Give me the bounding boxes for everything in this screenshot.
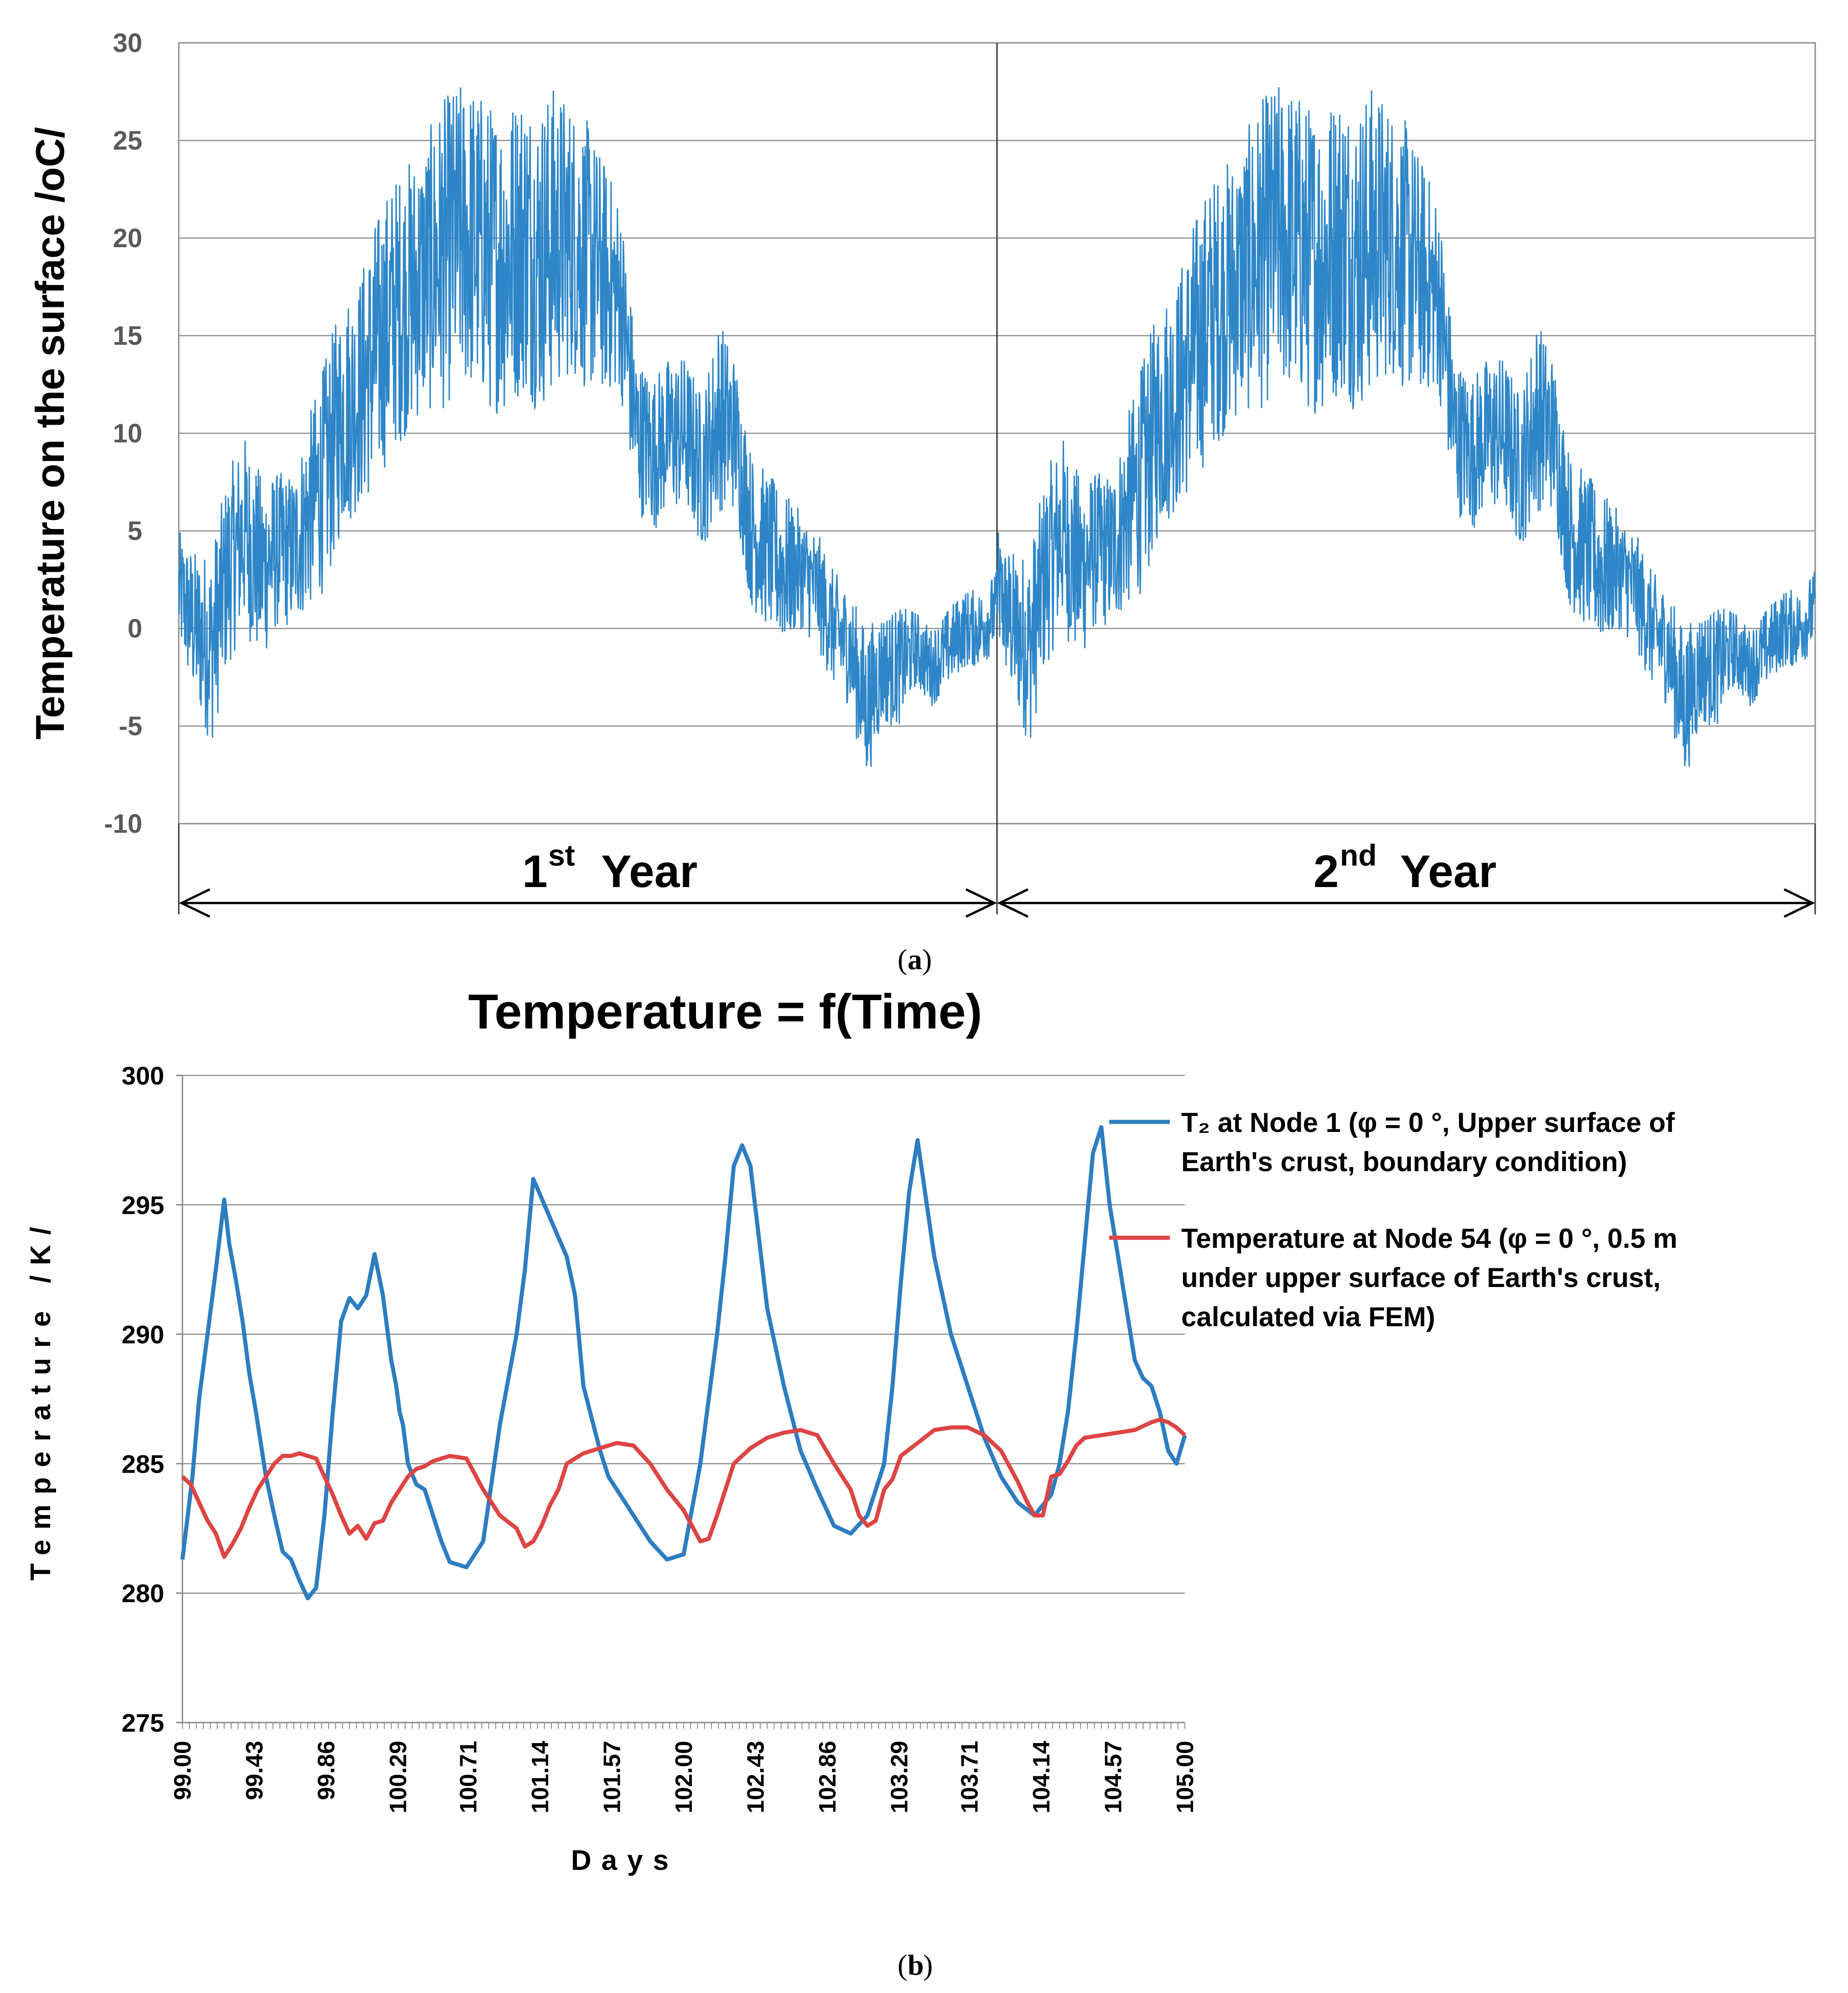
panel-b-series-node-54	[181, 1417, 1187, 1559]
panel-b-x-ticks: 99.00 99.43 99.86 100.29 100.71 101.14 101.57 1…	[170, 1741, 1199, 1813]
panel-b-x-tick-label: 102.43	[743, 1741, 769, 1813]
panel-b-minor-ticks	[182, 1723, 1185, 1729]
panel-b-x-tick-label: 99.86	[313, 1741, 340, 1800]
caption-b-letter: b	[908, 1949, 924, 1981]
year-1-superscript: st	[548, 838, 575, 872]
panel-b-y-axis-label: Temperature /K/	[25, 1217, 57, 1580]
panel-b-title: Temperature = f(Time)	[468, 984, 982, 1039]
panel-b-x-tick-label: 101.57	[599, 1741, 626, 1813]
panel-b-x-tick-label: 99.43	[242, 1741, 268, 1800]
panel-b-x-tick-label: 103.29	[887, 1741, 913, 1813]
panel-b-x-tick-label: 100.71	[455, 1741, 482, 1813]
panel-a-y-tick-label: 5	[128, 516, 142, 546]
svg-text:(: (	[898, 1949, 907, 1981]
panel-b-x-tick-label: 101.14	[527, 1741, 554, 1813]
panel-a-y-tick-label: -10	[104, 809, 142, 839]
year-2-word: Year	[1400, 846, 1496, 897]
panel-b-x-tick-label: 102.00	[671, 1741, 697, 1813]
panel-b-gridlines	[182, 1074, 1185, 1594]
year-2-superscript: nd	[1340, 838, 1377, 872]
panel-b-x-tick-label: 102.86	[815, 1741, 841, 1813]
panel-b-series-node-1	[180, 1125, 1187, 1601]
year-2-arrow	[997, 888, 1815, 918]
year-1-word: Year	[601, 846, 697, 897]
panel-a-y-tick-label: 25	[113, 126, 142, 156]
panel-b-x-axis-label: Days	[571, 1845, 679, 1876]
panel-a-series-surface-temperature	[178, 87, 1816, 767]
panel-b-x-tick-label: 99.00	[170, 1741, 196, 1800]
year-1-label: 1 st Year	[522, 838, 697, 897]
panel-a-y-tick-label: 15	[113, 321, 142, 351]
caption-a-letter: a	[908, 943, 922, 976]
panel-a-y-tick-label: 10	[113, 419, 142, 448]
svg-text:(: (	[898, 943, 907, 976]
panel-b-y-tick-label: 285	[122, 1449, 164, 1478]
panel-b-x-tick-label: 105.00	[1172, 1741, 1199, 1813]
panel-b-x-tick-label: 103.71	[956, 1741, 983, 1813]
year-2-ordinal: 2	[1313, 846, 1339, 897]
panel-a-y-tick-label: 30	[113, 28, 142, 58]
panel-b-y-tick-label: 300	[122, 1061, 164, 1090]
year-1-ordinal: 1	[522, 846, 548, 897]
panel-a-y-tick-label: -5	[119, 711, 142, 741]
panel-b-y-ticks: 275 280 285 290 295 300	[122, 1061, 182, 1737]
panel-a-chart: -10 -5 0 5 10 15 20 25 30 Temperature on the sur…	[27, 28, 1816, 918]
legend-label-node-54: Temperature at Node 54 (φ = 0 °, 0.5 m u…	[1181, 1223, 1685, 1332]
panel-b-x-tick-label: 104.14	[1028, 1741, 1055, 1813]
panel-b-y-tick-label: 295	[122, 1191, 164, 1220]
svg-text:): )	[922, 943, 932, 976]
legend-label-node-1: T₂ at Node 1 (φ = 0 °, Upper surface of …	[1181, 1107, 1682, 1177]
year-1-arrow	[179, 888, 997, 918]
year-2-label: 2 nd Year	[1313, 838, 1496, 897]
panel-a-y-tick-label: 20	[113, 223, 142, 253]
panel-a-y-axis-label: Temperature on the surface /oC/	[27, 127, 73, 739]
svg-text:): )	[923, 1949, 933, 1981]
panel-b-x-tick-label: 104.57	[1100, 1741, 1127, 1813]
panel-a-y-tick-label: 0	[128, 614, 142, 644]
panel-b-y-tick-label: 290	[122, 1320, 164, 1349]
panel-b-legend: T₂ at Node 1 (φ = 0 °, Upper surface of …	[1109, 1107, 1685, 1332]
caption-b: ( b )	[898, 1949, 933, 1981]
panel-b-chart: Temperature = f(Time) 275 280 285 290 295 300…	[25, 984, 1685, 1876]
panel-a-y-ticks: -10 -5 0 5 10 15 20 25 30	[104, 28, 142, 839]
panel-b-x-tick-label: 100.29	[385, 1741, 412, 1813]
panel-b-y-tick-label: 275	[122, 1708, 164, 1737]
caption-a: ( a )	[898, 943, 932, 976]
panel-b-y-tick-label: 280	[122, 1579, 164, 1608]
